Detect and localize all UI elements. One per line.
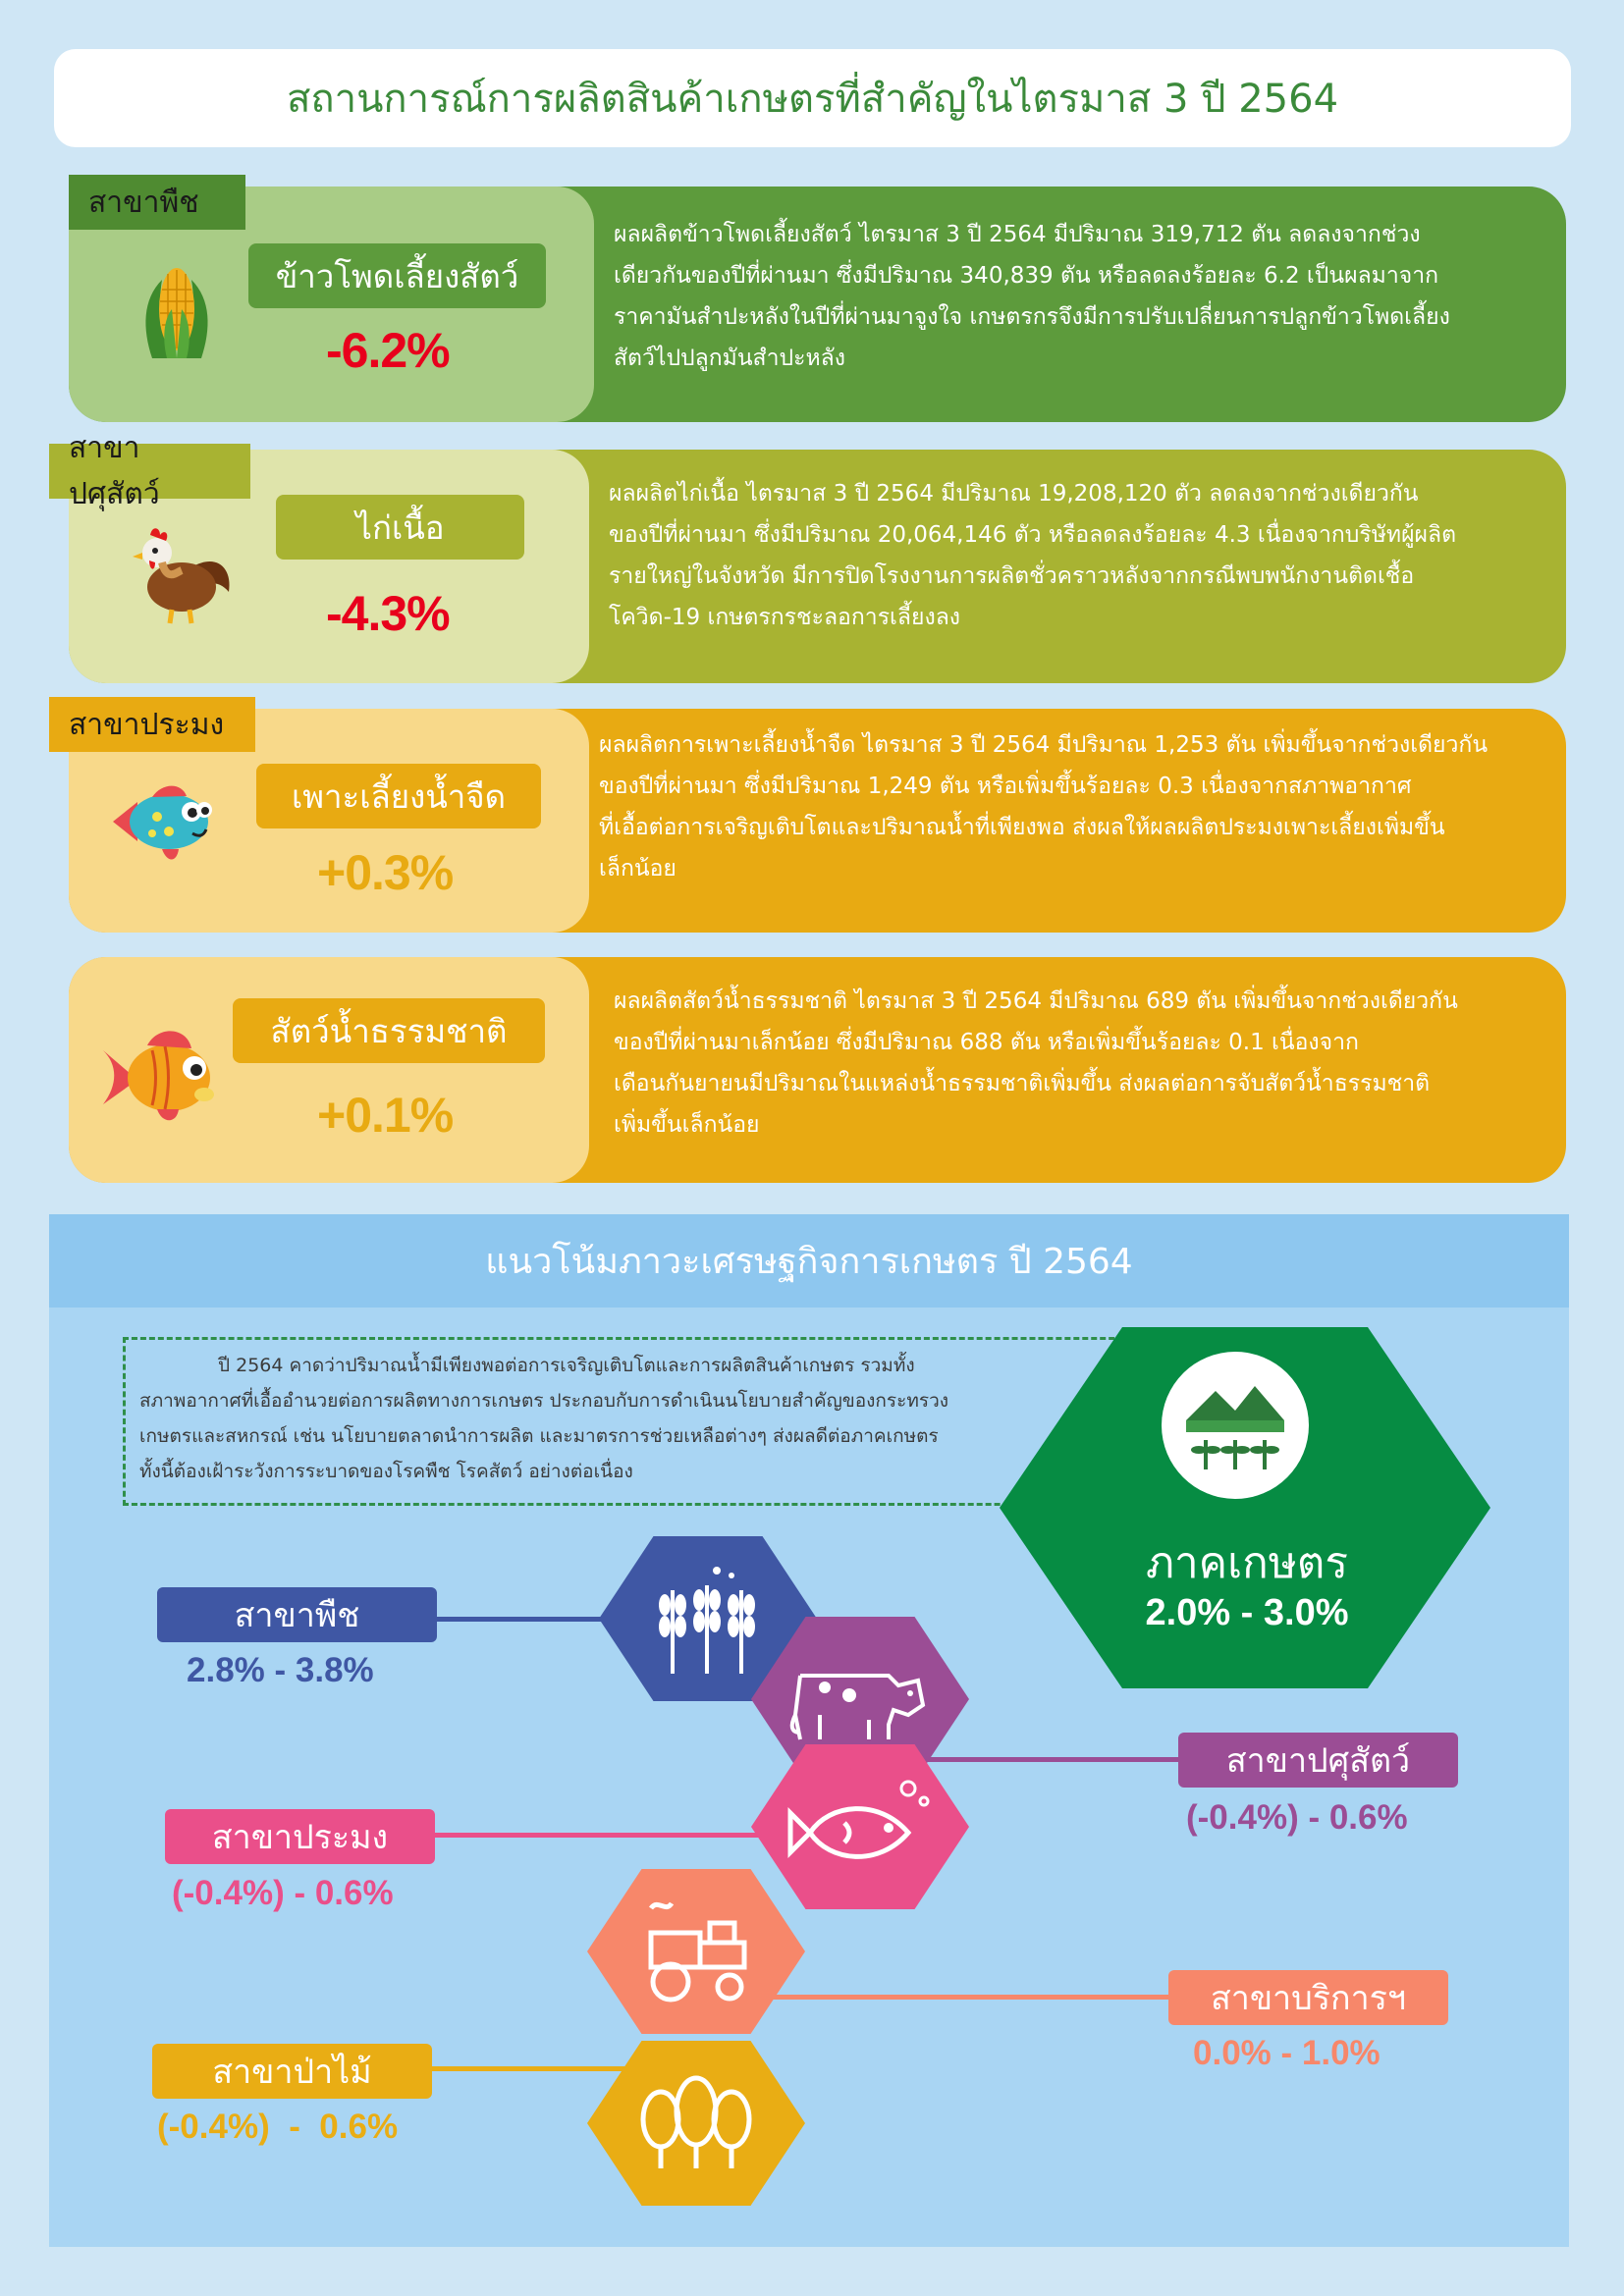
change-chicken: -4.3% (326, 586, 451, 641)
card-natural-aquatic: สัตว์น้ำธรรมชาติ +0.1% ผลผลิตสัตว์น้ำธรร… (69, 957, 1566, 1183)
goldfish-icon (98, 1021, 226, 1129)
page-title: สถานการณ์การผลิตสินค้าเกษตรที่สำคัญในไตร… (286, 77, 1339, 122)
card-chicken: ไก่เนื้อ -4.3% ผลผลิตไก่เนื้อ ไตรมาส 3 ป… (69, 450, 1566, 683)
card-corn: ข้าวโพดเลี้ยงสัตว์ -6.2% ผลผลิตข้าวโพดเล… (69, 187, 1566, 422)
product-name-corn: ข้าวโพดเลี้ยงสัตว์ (248, 243, 546, 308)
branch-label-forestry: สาขาป่าไม้ (152, 2044, 432, 2099)
title-banner: สถานการณ์การผลิตสินค้าเกษตรที่สำคัญในไตร… (54, 49, 1571, 147)
product-name-chicken: ไก่เนื้อ (276, 495, 524, 560)
change-natural-aquatic: +0.1% (317, 1088, 454, 1143)
services-hexagon (587, 1869, 805, 2034)
trend-section: แนวโน้มภาวะเศรษฐกิจการเกษตร ปี 2564 ปี 2… (49, 1214, 1569, 2247)
change-freshwater: +0.3% (317, 845, 454, 900)
connector-crops (437, 1617, 673, 1622)
connector-livestock (913, 1757, 1335, 1762)
agri-sector-range: 2.0% - 3.0% (1145, 1592, 1349, 1633)
fish-icon (108, 773, 221, 871)
connector-services (756, 1995, 1326, 2000)
card-freshwater: เพาะเลี้ยงน้ำจืด +0.3% ผลผลิตการเพาะเลี้… (69, 709, 1566, 933)
chicken-icon (123, 513, 241, 631)
connector-forestry (427, 2066, 722, 2071)
desc-natural-aquatic: ผลผลิตสัตว์น้ำธรรมชาติ ไตรมาส 3 ปี 2564 … (614, 988, 1458, 1138)
cow-icon (789, 1674, 926, 1740)
trend-header: แนวโน้มภาวะเศรษฐกิจการเกษตร ปี 2564 (49, 1214, 1569, 1308)
trend-note: ปี 2564 คาดว่าปริมาณน้ำมีเพียงพอต่อการเจ… (123, 1337, 1159, 1506)
branch-label-services: สาขาบริการฯ (1168, 1970, 1448, 2025)
tab-livestock: สาขาปศุสัตว์ (49, 431, 250, 511)
branch-range-fishery: (-0.4%) - 0.6% (172, 1874, 394, 1912)
branch-range-forestry: (-0.4%) - 0.6% (157, 2108, 399, 2146)
branch-label-livestock: สาขาปศุสัตว์ (1178, 1733, 1458, 1788)
trend-heading: แนวโน้มภาวะเศรษฐกิจการเกษตร ปี 2564 (485, 1242, 1133, 1282)
forestry-hexagon (587, 2041, 805, 2206)
farm-icon (1162, 1352, 1309, 1499)
branch-range-livestock: (-0.4%) - 0.6% (1186, 1798, 1408, 1837)
desc-freshwater: ผลผลิตการเพาะเลี้ยงน้ำจืด ไตรมาส 3 ปี 25… (599, 732, 1489, 881)
desc-chicken: ผลผลิตไก่เนื้อ ไตรมาส 3 ปี 2564 มีปริมาณ… (609, 481, 1457, 630)
branch-range-services: 0.0% - 1.0% (1193, 2034, 1380, 2072)
desc-corn: ผลผลิตข้าวโพดเลี้ยงสัตว์ ไตรมาส 3 ปี 256… (614, 222, 1450, 371)
tab-crops: สาขาพืช (69, 175, 245, 230)
corn-icon (123, 250, 231, 368)
tab-fishery: สาขาประมง (49, 697, 255, 752)
product-name-freshwater: เพาะเลี้ยงน้ำจืด (256, 764, 541, 828)
fishery-hexagon (751, 1744, 969, 1909)
change-corn: -6.2% (326, 323, 451, 378)
branch-range-crops: 2.8% - 3.8% (187, 1651, 374, 1689)
branch-label-fishery: สาขาประมง (165, 1809, 435, 1864)
fish-outline-icon (787, 1780, 930, 1859)
trees-icon (640, 2075, 752, 2168)
connector-fishery (432, 1833, 776, 1838)
branch-label-crops: สาขาพืช (157, 1587, 437, 1642)
wheat-icon (659, 1567, 755, 1674)
agri-sector-name: ภาคเกษตร (1145, 1538, 1349, 1588)
tractor-icon (648, 1901, 747, 2002)
product-name-natural-aquatic: สัตว์น้ำธรรมชาติ (233, 998, 545, 1063)
